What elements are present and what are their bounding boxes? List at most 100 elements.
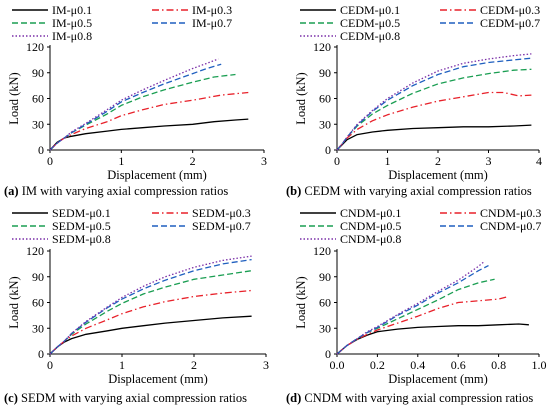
series-line-im-0.5 — [49, 73, 236, 151]
series-line-im-0.1 — [49, 118, 249, 151]
legend: CNDM-μ0.1 CNDM-μ0.3 CNDM-μ0.5 CNDM-μ0.7 CNDM… — [300, 206, 541, 246]
panel-letter: (d) — [286, 391, 304, 405]
y-tick-label: 120 — [26, 40, 44, 54]
legend-label: IM-μ0.8 — [52, 29, 92, 43]
series-line-sedm-0.1 — [49, 315, 252, 355]
x-tick-label: 1 — [118, 154, 124, 168]
y-tick-label: 30 — [319, 321, 331, 335]
legend-label: SEDM-μ0.8 — [52, 232, 111, 246]
series-line-sedm-0.5 — [49, 270, 252, 355]
x-axis-title: Displacement (mm) — [388, 372, 488, 386]
y-tick-label: 90 — [319, 66, 331, 80]
legend-label: CNDM-μ0.5 — [340, 219, 401, 233]
x-tick-label: 1 — [385, 154, 391, 168]
x-tick-label: 1.0 — [532, 358, 547, 372]
y-tick-label: 90 — [32, 66, 44, 80]
y-tick-label: 0 — [325, 143, 331, 157]
y-tick-label: 0 — [38, 143, 44, 157]
y-tick-label: 0 — [325, 347, 331, 361]
legend: IM-μ0.1 IM-μ0.3 IM-μ0.5 IM-μ0.7 IM-μ0.8 — [12, 3, 232, 43]
panel-caption-text: CNDM with varying axial compression rati… — [304, 391, 533, 405]
y-tick-label: 30 — [32, 321, 44, 335]
x-tick-label: 3 — [261, 154, 267, 168]
chart-panel-b: CEDM-μ0.1 CEDM-μ0.3 CEDM-μ0.5 CEDM-μ0.7 CEDM… — [286, 3, 542, 198]
x-tick-label: 0 — [47, 154, 53, 168]
legend-label: SEDM-μ0.7 — [192, 219, 251, 233]
legend-label: CEDM-μ0.7 — [480, 16, 540, 30]
series-line-cndm-0.1 — [336, 323, 529, 355]
legend-label: CNDM-μ0.8 — [340, 232, 401, 246]
y-tick-label: 30 — [32, 117, 44, 131]
legend-label: CNDM-μ0.1 — [340, 206, 401, 220]
y-tick-label: 60 — [32, 92, 44, 106]
x-tick-label: 0 — [47, 358, 53, 372]
series-line-im-0.8 — [49, 58, 219, 151]
legend-label: SEDM-μ0.1 — [52, 206, 111, 220]
y-axis-title: Load (kN) — [7, 72, 21, 124]
panel-letter: (c) — [4, 391, 21, 405]
series-line-cndm-0.3 — [336, 295, 509, 355]
series-line-cedm-0.3 — [336, 91, 532, 151]
chart-panel-d: CNDM-μ0.1 CNDM-μ0.3 CNDM-μ0.5 CNDM-μ0.7 CNDM… — [286, 206, 547, 405]
panel-caption: (b) CEDM with varying axial compression … — [286, 184, 532, 198]
x-tick-label: 1 — [119, 358, 125, 372]
legend: SEDM-μ0.1 SEDM-μ0.3 SEDM-μ0.5 SEDM-μ0.7 SEDM… — [12, 206, 251, 246]
y-axis-title: Load (kN) — [7, 276, 21, 328]
y-axis-title: Load (kN) — [294, 276, 308, 328]
x-tick-label: 0.6 — [451, 358, 466, 372]
y-tick-label: 120 — [313, 244, 331, 258]
series-line-cedm-0.5 — [336, 68, 532, 151]
x-tick-label: 0.0 — [330, 358, 345, 372]
x-tick-label: 3 — [263, 358, 269, 372]
y-tick-label: 60 — [319, 92, 331, 106]
x-tick-label: 0.8 — [491, 358, 506, 372]
series-line-cedm-0.8 — [336, 53, 532, 151]
x-axis-title: Displacement (mm) — [108, 372, 208, 386]
y-tick-label: 120 — [313, 40, 331, 54]
series-line-im-0.7 — [49, 63, 222, 151]
y-tick-label: 90 — [32, 270, 44, 284]
x-tick-label: 2 — [191, 358, 197, 372]
x-tick-label: 4 — [536, 154, 542, 168]
chart-panel-c: SEDM-μ0.1 SEDM-μ0.3 SEDM-μ0.5 SEDM-μ0.7 SEDM… — [4, 206, 269, 405]
y-tick-label: 120 — [26, 244, 44, 258]
chart-panel-a: IM-μ0.1 IM-μ0.3IM-μ0.5 IM-μ0.7IM-μ0.803060… — [4, 3, 267, 198]
legend-label: SEDM-μ0.5 — [52, 219, 111, 233]
panel-caption-text: IM with varying axial compression ratios — [22, 184, 229, 198]
legend-label: CEDM-μ0.5 — [340, 16, 400, 30]
x-tick-label: 0 — [334, 154, 340, 168]
panel-caption: (d) CNDM with varying axial compression … — [286, 391, 533, 405]
legend-label: IM-μ0.5 — [52, 16, 92, 30]
x-axis-title: Displacement (mm) — [388, 168, 488, 182]
x-tick-label: 2 — [190, 154, 196, 168]
y-tick-label: 30 — [319, 117, 331, 131]
panel-letter: (a) — [4, 184, 22, 198]
legend-label: CEDM-μ0.3 — [480, 3, 540, 17]
panel-caption: (a) IM with varying axial compression ra… — [4, 184, 228, 198]
panel-caption: (c) SEDM with varying axial compression … — [4, 391, 247, 405]
legend-label: IM-μ0.1 — [52, 3, 92, 17]
x-axis-title: Displacement (mm) — [107, 168, 207, 182]
legend-label: CNDM-μ0.3 — [480, 206, 541, 220]
legend-label: IM-μ0.3 — [192, 3, 232, 17]
y-axis-title: Load (kN) — [294, 72, 308, 124]
series-line-sedm-0.7 — [49, 258, 252, 355]
x-tick-label: 0.2 — [370, 358, 385, 372]
series-line-im-0.3 — [49, 91, 249, 151]
series-line-cndm-0.8 — [336, 260, 485, 355]
y-tick-label: 60 — [319, 296, 331, 310]
panel-caption-text: CEDM with varying axial compression rati… — [304, 184, 532, 198]
legend-label: IM-μ0.7 — [192, 16, 232, 30]
y-tick-label: 60 — [32, 296, 44, 310]
y-tick-label: 0 — [38, 347, 44, 361]
legend-label: SEDM-μ0.3 — [192, 206, 251, 220]
series-line-cedm-0.1 — [336, 124, 532, 151]
y-tick-label: 90 — [319, 270, 331, 284]
panel-caption-text: SEDM with varying axial compression rati… — [21, 391, 247, 405]
series-line-cndm-0.7 — [336, 265, 489, 355]
series-line-cedm-0.7 — [336, 57, 532, 151]
x-tick-label: 0.4 — [410, 358, 425, 372]
legend: CEDM-μ0.1 CEDM-μ0.3 CEDM-μ0.5 CEDM-μ0.7 CEDM… — [300, 3, 540, 43]
legend-label: CEDM-μ0.8 — [340, 29, 400, 43]
